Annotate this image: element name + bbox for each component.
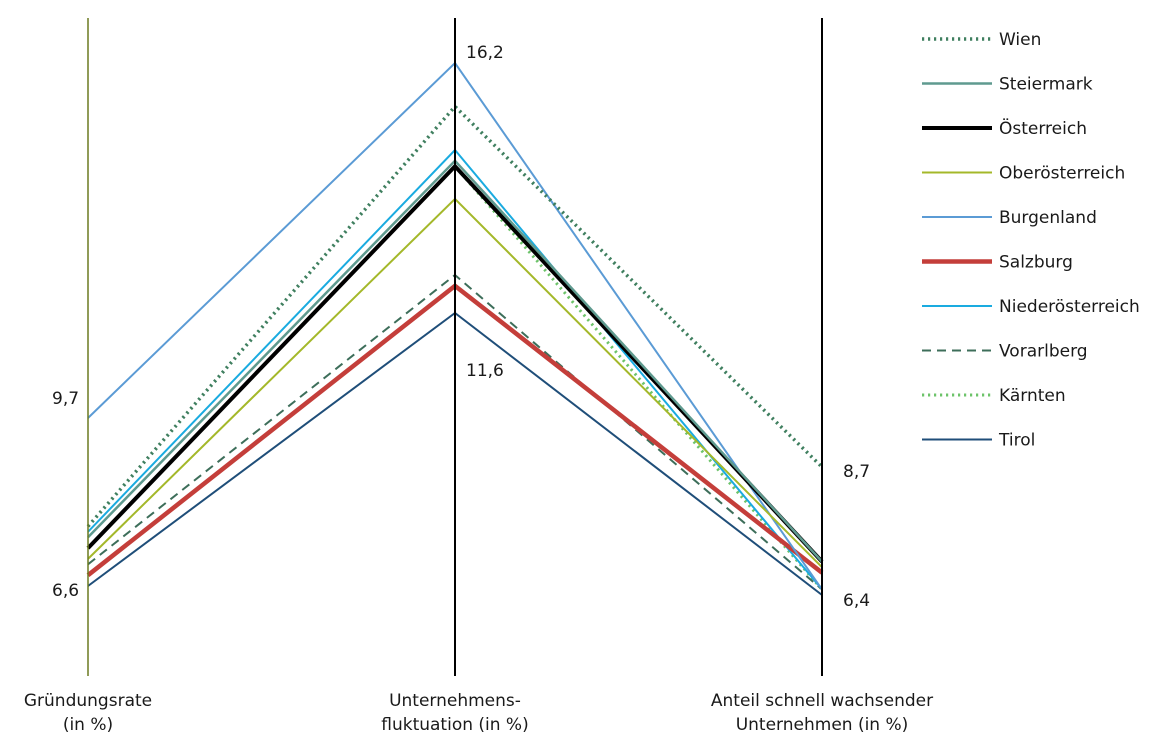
legend: Wien Steiermark Österreich Oberösterreich Bu… [922, 30, 1140, 451]
axis-title-1-line-2: (in %) [63, 715, 113, 735]
legend-label-österreich: Österreich [999, 117, 1087, 139]
axis-title-2-line-2: fluktuation (in %) [381, 715, 528, 735]
legend-label-wien: Wien [999, 30, 1041, 50]
axis-layer: 9,7 6,6 16,2 11,6 8,7 6,4 Gründungsrate (in %) U… [24, 18, 933, 735]
axis-title-2-line-1: Unternehmens- [389, 691, 521, 711]
axis-title-3-line-1: Anteil schnell wachsender [711, 691, 933, 711]
series-line-wien [86, 103, 824, 528]
legend-label-steiermark: Steiermark [999, 75, 1093, 95]
tick-label-axis2-max: 16,2 [466, 43, 504, 63]
legend-label-niederösterreich: Niederösterreich [999, 297, 1140, 317]
legend-label-burgenland: Burgenland [999, 208, 1097, 228]
tick-label-axis2-min: 11,6 [466, 361, 504, 381]
axis-title-3-line-2: Unternehmen (in %) [736, 715, 909, 735]
legend-label-oberösterreich: Oberösterreich [999, 164, 1125, 184]
axis-title-1-line-1: Gründungsrate [24, 691, 152, 711]
tick-label-axis3-max: 8,7 [843, 462, 870, 482]
legend-label-vorarlberg: Vorarlberg [999, 342, 1088, 362]
legend-label-tirol: Tirol [998, 431, 1035, 451]
legend-label-salzburg: Salzburg [999, 253, 1073, 273]
tick-label-axis1-min: 6,6 [52, 581, 79, 601]
tick-label-axis3-min: 6,4 [843, 591, 870, 611]
tick-label-axis1-max: 9,7 [52, 389, 79, 409]
legend-label-kärnten: Kärnten [999, 386, 1066, 406]
